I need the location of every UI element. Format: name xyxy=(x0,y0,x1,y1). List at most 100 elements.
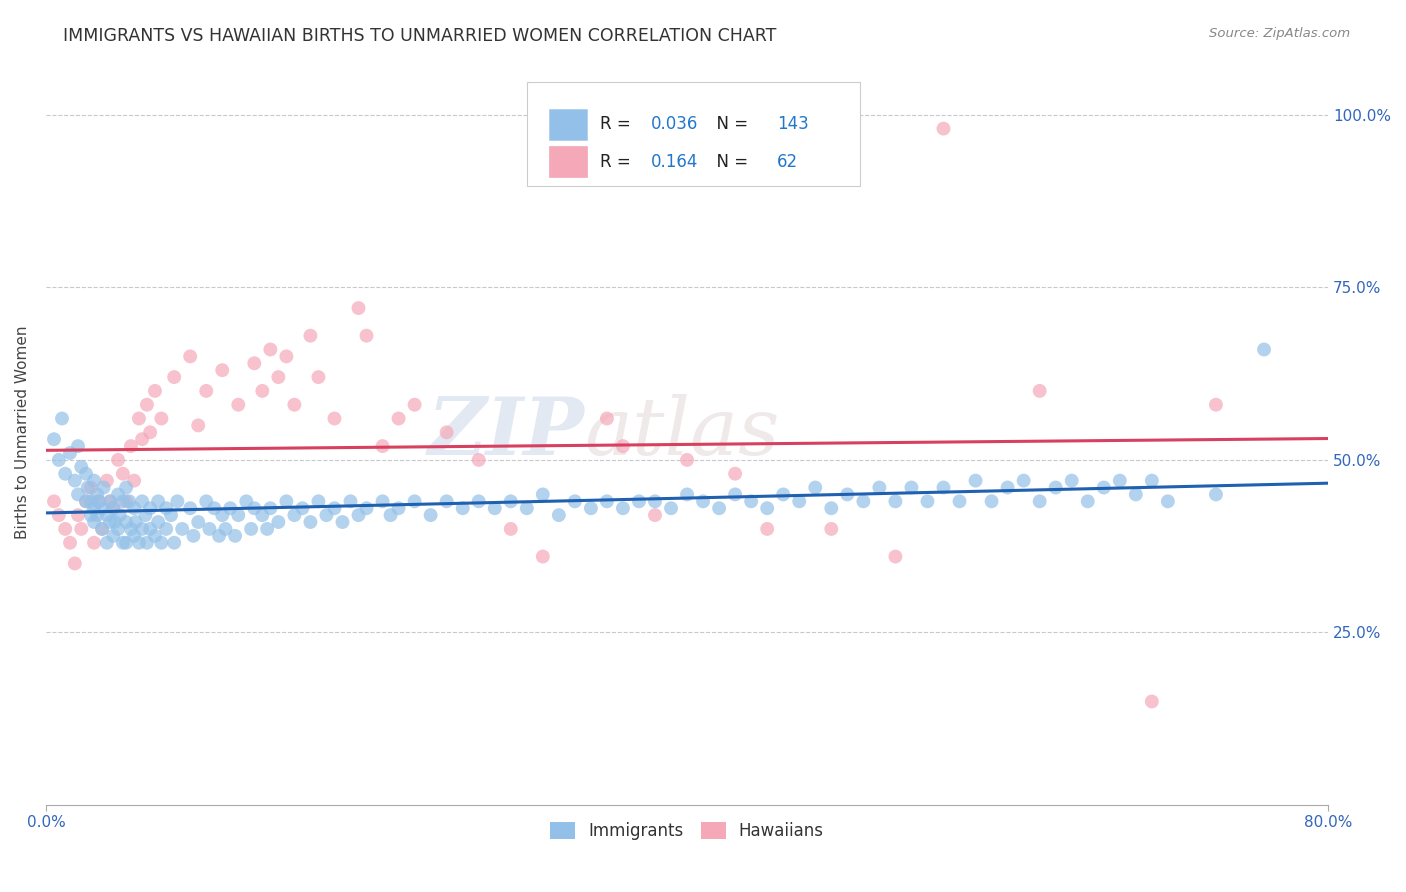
Point xyxy=(211,363,233,377)
Point xyxy=(146,515,169,529)
Point xyxy=(252,508,274,522)
Point xyxy=(107,453,129,467)
FancyBboxPatch shape xyxy=(527,82,860,186)
Point xyxy=(1077,494,1099,508)
Point xyxy=(122,529,145,543)
Point xyxy=(868,481,890,495)
Bar xyxy=(548,146,588,178)
Point xyxy=(740,494,762,508)
Point xyxy=(75,467,97,481)
Point xyxy=(134,508,156,522)
Point xyxy=(120,522,142,536)
Point xyxy=(155,501,177,516)
Point xyxy=(208,529,231,543)
Point xyxy=(787,494,810,508)
Point xyxy=(1028,384,1050,398)
Point xyxy=(103,529,125,543)
Point xyxy=(83,474,105,488)
Point xyxy=(1140,694,1163,708)
Point xyxy=(436,494,458,508)
Text: N =: N = xyxy=(706,115,754,134)
Point xyxy=(139,425,162,440)
Point xyxy=(70,522,93,536)
Text: R =: R = xyxy=(600,153,636,170)
Point xyxy=(80,481,103,495)
Point xyxy=(724,467,747,481)
Point xyxy=(596,411,619,425)
Point xyxy=(122,501,145,516)
Point xyxy=(83,515,105,529)
Point xyxy=(80,494,103,508)
Point xyxy=(1092,481,1115,495)
Point xyxy=(596,494,619,508)
Point xyxy=(804,481,827,495)
Point xyxy=(884,494,907,508)
Point xyxy=(48,453,70,467)
Point xyxy=(900,481,922,495)
Point xyxy=(724,487,747,501)
Point xyxy=(115,494,138,508)
Point xyxy=(42,432,65,446)
Point xyxy=(118,494,141,508)
Point xyxy=(276,350,298,364)
Point xyxy=(323,411,346,425)
Point xyxy=(131,522,153,536)
Point xyxy=(166,494,188,508)
Text: N =: N = xyxy=(706,153,754,170)
Point xyxy=(42,494,65,508)
Point xyxy=(115,481,138,495)
Point xyxy=(404,398,426,412)
Point xyxy=(404,494,426,508)
Point xyxy=(283,398,305,412)
Text: 0.036: 0.036 xyxy=(651,115,699,134)
Text: R =: R = xyxy=(600,115,636,134)
Point xyxy=(195,494,218,508)
Point xyxy=(676,487,699,501)
Point xyxy=(997,481,1019,495)
Point xyxy=(579,501,602,516)
Point xyxy=(96,508,118,522)
Point xyxy=(516,501,538,516)
Point xyxy=(371,439,394,453)
Point xyxy=(276,494,298,508)
Point xyxy=(76,481,98,495)
Point xyxy=(115,515,138,529)
Point xyxy=(347,301,370,315)
Point xyxy=(820,501,842,516)
Point xyxy=(103,501,125,516)
Point xyxy=(692,494,714,508)
Point xyxy=(219,501,242,516)
Point xyxy=(499,494,522,508)
Point xyxy=(195,384,218,398)
Point xyxy=(96,535,118,549)
Text: 0.164: 0.164 xyxy=(651,153,699,170)
Point xyxy=(91,522,114,536)
Point xyxy=(53,467,76,481)
Point xyxy=(211,508,233,522)
Point xyxy=(172,522,194,536)
Point xyxy=(1028,494,1050,508)
Point xyxy=(160,508,183,522)
Point xyxy=(63,557,86,571)
Point xyxy=(387,411,409,425)
Text: atlas: atlas xyxy=(585,393,780,471)
Point xyxy=(136,535,159,549)
Point xyxy=(932,481,955,495)
Point xyxy=(87,494,110,508)
Point xyxy=(202,501,225,516)
Point xyxy=(48,508,70,522)
Point xyxy=(75,494,97,508)
Point xyxy=(756,522,779,536)
Point xyxy=(347,508,370,522)
Point xyxy=(224,529,246,543)
Point xyxy=(299,515,322,529)
Point xyxy=(332,515,354,529)
Point xyxy=(307,370,329,384)
Point xyxy=(243,501,266,516)
Point xyxy=(1140,474,1163,488)
Point xyxy=(267,370,290,384)
Point xyxy=(66,439,89,453)
Point xyxy=(59,446,82,460)
Point xyxy=(884,549,907,564)
Point xyxy=(163,370,186,384)
